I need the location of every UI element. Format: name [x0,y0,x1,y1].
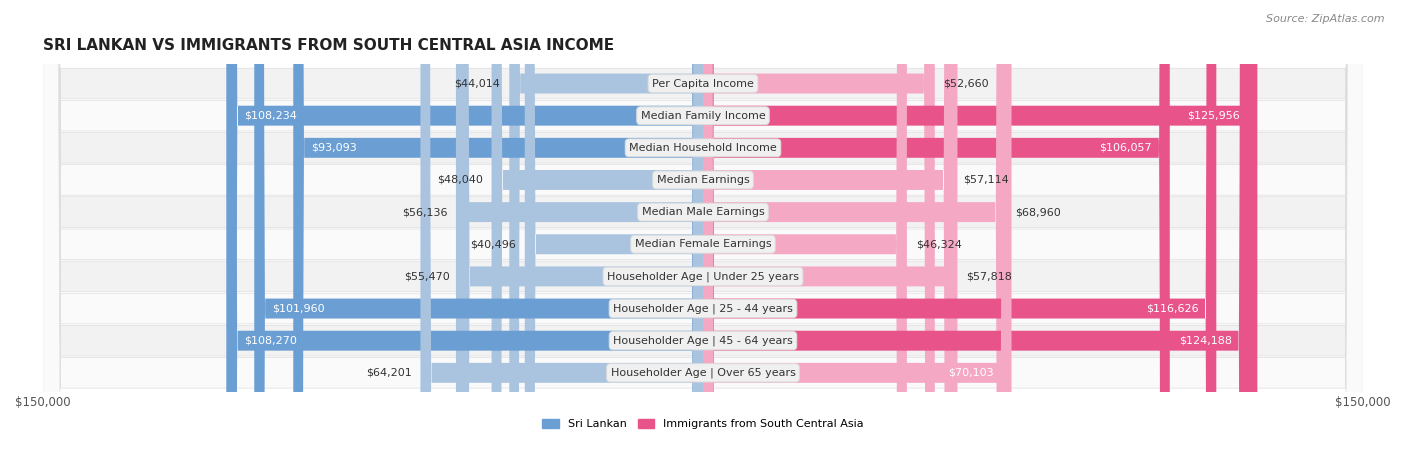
Text: $44,014: $44,014 [454,78,501,89]
FancyBboxPatch shape [703,0,955,467]
Text: $56,136: $56,136 [402,207,447,217]
FancyBboxPatch shape [456,0,703,467]
Text: $124,188: $124,188 [1180,336,1232,346]
FancyBboxPatch shape [703,0,957,467]
Text: $64,201: $64,201 [366,368,412,378]
Text: Householder Age | 45 - 64 years: Householder Age | 45 - 64 years [613,335,793,346]
Text: Householder Age | Under 25 years: Householder Age | Under 25 years [607,271,799,282]
FancyBboxPatch shape [42,0,1364,467]
Text: Householder Age | 25 - 44 years: Householder Age | 25 - 44 years [613,303,793,314]
Text: $46,324: $46,324 [915,239,962,249]
Text: $48,040: $48,040 [437,175,482,185]
FancyBboxPatch shape [703,0,1007,467]
FancyBboxPatch shape [703,0,1011,467]
Text: $108,270: $108,270 [245,336,297,346]
FancyBboxPatch shape [420,0,703,467]
Text: Median Household Income: Median Household Income [628,143,778,153]
FancyBboxPatch shape [42,0,1364,467]
FancyBboxPatch shape [42,0,1364,467]
Text: $40,496: $40,496 [470,239,516,249]
Text: Median Earnings: Median Earnings [657,175,749,185]
FancyBboxPatch shape [524,0,703,467]
Text: $52,660: $52,660 [943,78,990,89]
Text: Householder Age | Over 65 years: Householder Age | Over 65 years [610,368,796,378]
Text: $125,956: $125,956 [1187,111,1240,120]
FancyBboxPatch shape [42,0,1364,467]
Text: $68,960: $68,960 [1015,207,1062,217]
FancyBboxPatch shape [294,0,703,467]
FancyBboxPatch shape [226,0,703,467]
Text: $57,818: $57,818 [966,271,1012,282]
FancyBboxPatch shape [42,0,1364,467]
FancyBboxPatch shape [703,0,1257,467]
Text: Median Female Earnings: Median Female Earnings [634,239,772,249]
FancyBboxPatch shape [703,0,907,467]
FancyBboxPatch shape [703,0,935,467]
Text: Per Capita Income: Per Capita Income [652,78,754,89]
Text: SRI LANKAN VS IMMIGRANTS FROM SOUTH CENTRAL ASIA INCOME: SRI LANKAN VS IMMIGRANTS FROM SOUTH CENT… [42,38,614,53]
FancyBboxPatch shape [458,0,703,467]
FancyBboxPatch shape [509,0,703,467]
Text: $57,114: $57,114 [963,175,1010,185]
FancyBboxPatch shape [42,0,1364,467]
Text: $70,103: $70,103 [948,368,994,378]
Text: Median Male Earnings: Median Male Earnings [641,207,765,217]
FancyBboxPatch shape [254,0,703,467]
FancyBboxPatch shape [42,0,1364,467]
Text: Median Family Income: Median Family Income [641,111,765,120]
FancyBboxPatch shape [42,0,1364,467]
Text: $116,626: $116,626 [1146,304,1199,313]
FancyBboxPatch shape [703,0,1250,467]
Legend: Sri Lankan, Immigrants from South Central Asia: Sri Lankan, Immigrants from South Centra… [543,419,863,429]
FancyBboxPatch shape [226,0,703,467]
Text: $55,470: $55,470 [405,271,450,282]
FancyBboxPatch shape [42,0,1364,467]
FancyBboxPatch shape [492,0,703,467]
FancyBboxPatch shape [42,0,1364,467]
Text: $108,234: $108,234 [245,111,297,120]
Text: $106,057: $106,057 [1099,143,1152,153]
FancyBboxPatch shape [703,0,1170,467]
Text: $101,960: $101,960 [271,304,325,313]
Text: Source: ZipAtlas.com: Source: ZipAtlas.com [1267,14,1385,24]
Text: $93,093: $93,093 [311,143,357,153]
FancyBboxPatch shape [703,0,1216,467]
